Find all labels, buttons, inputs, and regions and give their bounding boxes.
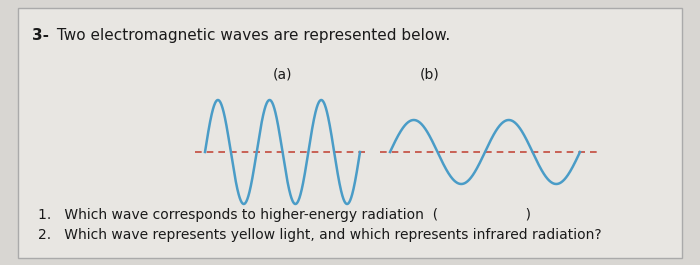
Text: Two electromagnetic waves are represented below.: Two electromagnetic waves are represente… [52,28,450,43]
Text: 3-: 3- [32,28,49,43]
Text: 2.   Which wave represents yellow light, and which represents infrared radiation: 2. Which wave represents yellow light, a… [38,228,601,242]
FancyBboxPatch shape [18,8,682,258]
Text: 1.   Which wave corresponds to higher-energy radiation  (                    ): 1. Which wave corresponds to higher-ener… [38,208,531,222]
Text: (b): (b) [420,67,440,81]
Text: (a): (a) [273,67,293,81]
